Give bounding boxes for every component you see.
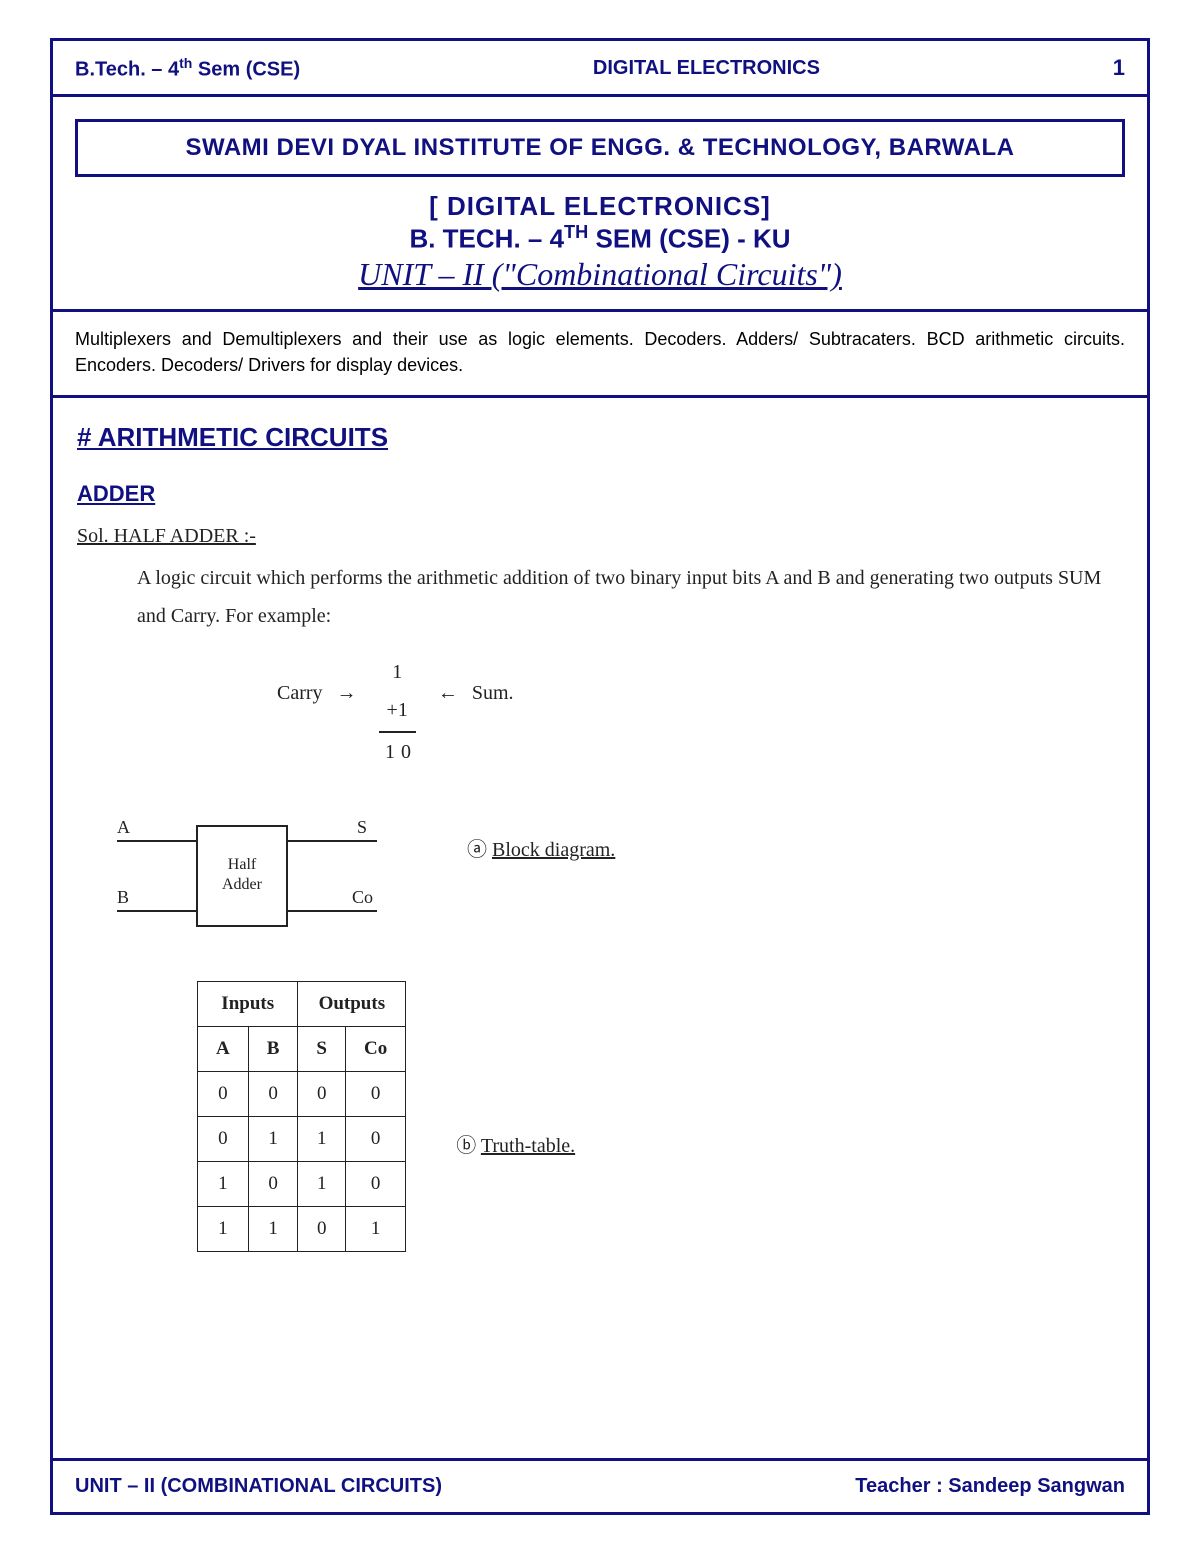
header-left-a: B.Tech. – 4 <box>75 59 179 81</box>
tt-col-co: Co <box>346 1026 406 1071</box>
truth-table-row: Inputs Outputs A B S Co 0000 0110 1010 1… <box>197 981 1123 1253</box>
tt-group-inputs: Inputs <box>198 981 298 1026</box>
caption-letter-b: ⓑ <box>456 1135 476 1157</box>
institute-name: SWAMI DEVI DYAL INSTITUTE OF ENGG. & TEC… <box>75 119 1125 177</box>
table-row: 0110 <box>198 1116 406 1161</box>
syllabus-text: Multiplexers and Demultiplexers and thei… <box>53 312 1147 397</box>
program-b: SEM (CSE) - KU <box>588 223 790 253</box>
half-adder-diagram: A B Half Adder S Co <box>107 801 407 951</box>
tt-col-a: A <box>198 1026 249 1071</box>
truth-table: Inputs Outputs A B S Co 0000 0110 1010 1… <box>197 981 406 1253</box>
table-row: 0000 <box>198 1071 406 1116</box>
table-row: 1101 <box>198 1206 406 1251</box>
handwritten-notes: Sol. HALF ADDER :- A logic circuit which… <box>77 517 1123 1253</box>
footer-left: UNIT – II (COMBINATIONAL CIRCUITS) <box>75 1475 442 1498</box>
section-heading: # ARITHMETIC CIRCUITS <box>77 422 1123 453</box>
svg-text:A: A <box>117 817 130 837</box>
example-top: 1 <box>392 653 402 691</box>
table-row: 1010 <box>198 1161 406 1206</box>
half-adder-label: Sol. HALF ADDER :- <box>77 525 256 547</box>
addition-example: Carry → 1 +1 ← Sum. 10 <box>277 653 1123 771</box>
tt-col-s: S <box>298 1026 346 1071</box>
program-sup: TH <box>564 222 588 242</box>
program-line: B. TECH. – 4TH SEM (CSE) - KU <box>75 222 1125 255</box>
header-left-sup: th <box>179 55 192 71</box>
page-frame: B.Tech. – 4th Sem (CSE) DIGITAL ELECTRON… <box>50 38 1150 1515</box>
caption-text-b: Truth-table. <box>481 1135 575 1157</box>
svg-text:S: S <box>357 817 367 837</box>
header-center: DIGITAL ELECTRONICS <box>593 57 820 80</box>
header-left-b: Sem (CSE) <box>192 59 300 81</box>
header-left: B.Tech. – 4th Sem (CSE) <box>75 55 300 82</box>
sum-label: Sum. <box>472 674 514 712</box>
page-footer: UNIT – II (COMBINATIONAL CIRCUITS) Teach… <box>53 1458 1147 1512</box>
title-block: SWAMI DEVI DYAL INSTITUTE OF ENGG. & TEC… <box>53 97 1147 313</box>
block-diagram-caption: ⓐ Block diagram. <box>467 801 615 869</box>
truth-table-caption: ⓑ Truth-table. <box>456 1067 575 1165</box>
block-diagram-row: A B Half Adder S Co ⓐ Block diagram. <box>107 801 1123 951</box>
subsection-heading: ADDER <box>77 481 1123 507</box>
page-header: B.Tech. – 4th Sem (CSE) DIGITAL ELECTRON… <box>53 41 1147 97</box>
carry-label: Carry <box>277 674 323 712</box>
svg-text:Adder: Adder <box>222 876 263 893</box>
caption-letter-a: ⓐ <box>467 839 487 861</box>
svg-text:B: B <box>117 887 129 907</box>
content-body: # ARITHMETIC CIRCUITS ADDER Sol. HALF AD… <box>53 398 1147 1459</box>
half-adder-definition: A logic circuit which performs the arith… <box>77 555 1123 635</box>
footer-right: Teacher : Sandeep Sangwan <box>855 1475 1125 1498</box>
example-result: 10 <box>385 733 1123 771</box>
example-plus: +1 <box>387 691 408 729</box>
caption-text-a: Block diagram. <box>492 839 615 861</box>
tt-col-b: B <box>248 1026 298 1071</box>
program-a: B. TECH. – 4 <box>409 223 564 253</box>
svg-text:Co: Co <box>352 887 373 907</box>
unit-title: UNIT – II ("Combinational Circuits") <box>75 256 1125 301</box>
course-name: [ DIGITAL ELECTRONICS] <box>75 191 1125 222</box>
svg-text:Half: Half <box>228 856 257 873</box>
tt-group-outputs: Outputs <box>298 981 406 1026</box>
page-number: 1 <box>1113 55 1125 81</box>
